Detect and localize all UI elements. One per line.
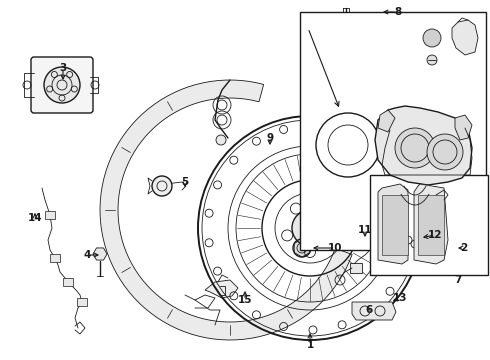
- Circle shape: [342, 51, 350, 59]
- Bar: [50, 254, 60, 262]
- Polygon shape: [378, 110, 395, 132]
- Text: 13: 13: [393, 293, 407, 303]
- Text: 7: 7: [454, 275, 462, 285]
- Polygon shape: [205, 280, 238, 298]
- Text: 6: 6: [366, 305, 372, 315]
- FancyBboxPatch shape: [31, 57, 93, 113]
- Circle shape: [423, 29, 441, 47]
- Text: 2: 2: [461, 243, 467, 253]
- Circle shape: [395, 128, 435, 168]
- Polygon shape: [418, 195, 444, 255]
- Text: 1: 1: [306, 340, 314, 350]
- Text: 4: 4: [83, 250, 91, 260]
- Text: 12: 12: [428, 230, 442, 240]
- Bar: [77, 298, 87, 306]
- Circle shape: [427, 134, 463, 170]
- Polygon shape: [398, 228, 425, 255]
- Bar: [63, 278, 73, 286]
- Circle shape: [427, 55, 437, 65]
- Bar: [45, 211, 55, 219]
- Polygon shape: [352, 302, 396, 320]
- Polygon shape: [378, 184, 408, 264]
- Text: 8: 8: [394, 7, 402, 17]
- Text: 11: 11: [358, 225, 372, 235]
- Bar: [300, 12, 486, 250]
- Polygon shape: [93, 248, 107, 260]
- Text: 5: 5: [181, 177, 189, 187]
- Polygon shape: [414, 184, 448, 264]
- Bar: [370, 175, 488, 275]
- Circle shape: [152, 176, 172, 196]
- Circle shape: [292, 210, 328, 246]
- Circle shape: [44, 67, 80, 103]
- Text: 3: 3: [59, 63, 67, 73]
- Polygon shape: [452, 20, 478, 55]
- Text: 9: 9: [267, 133, 273, 143]
- Polygon shape: [375, 106, 472, 185]
- Polygon shape: [100, 80, 352, 340]
- Text: 14: 14: [28, 213, 42, 223]
- Bar: [350, 263, 362, 273]
- Polygon shape: [455, 115, 472, 140]
- Polygon shape: [447, 239, 463, 257]
- Polygon shape: [382, 195, 408, 255]
- Circle shape: [216, 135, 226, 145]
- Text: 10: 10: [328, 243, 342, 253]
- Polygon shape: [294, 239, 310, 257]
- Text: 15: 15: [238, 295, 252, 305]
